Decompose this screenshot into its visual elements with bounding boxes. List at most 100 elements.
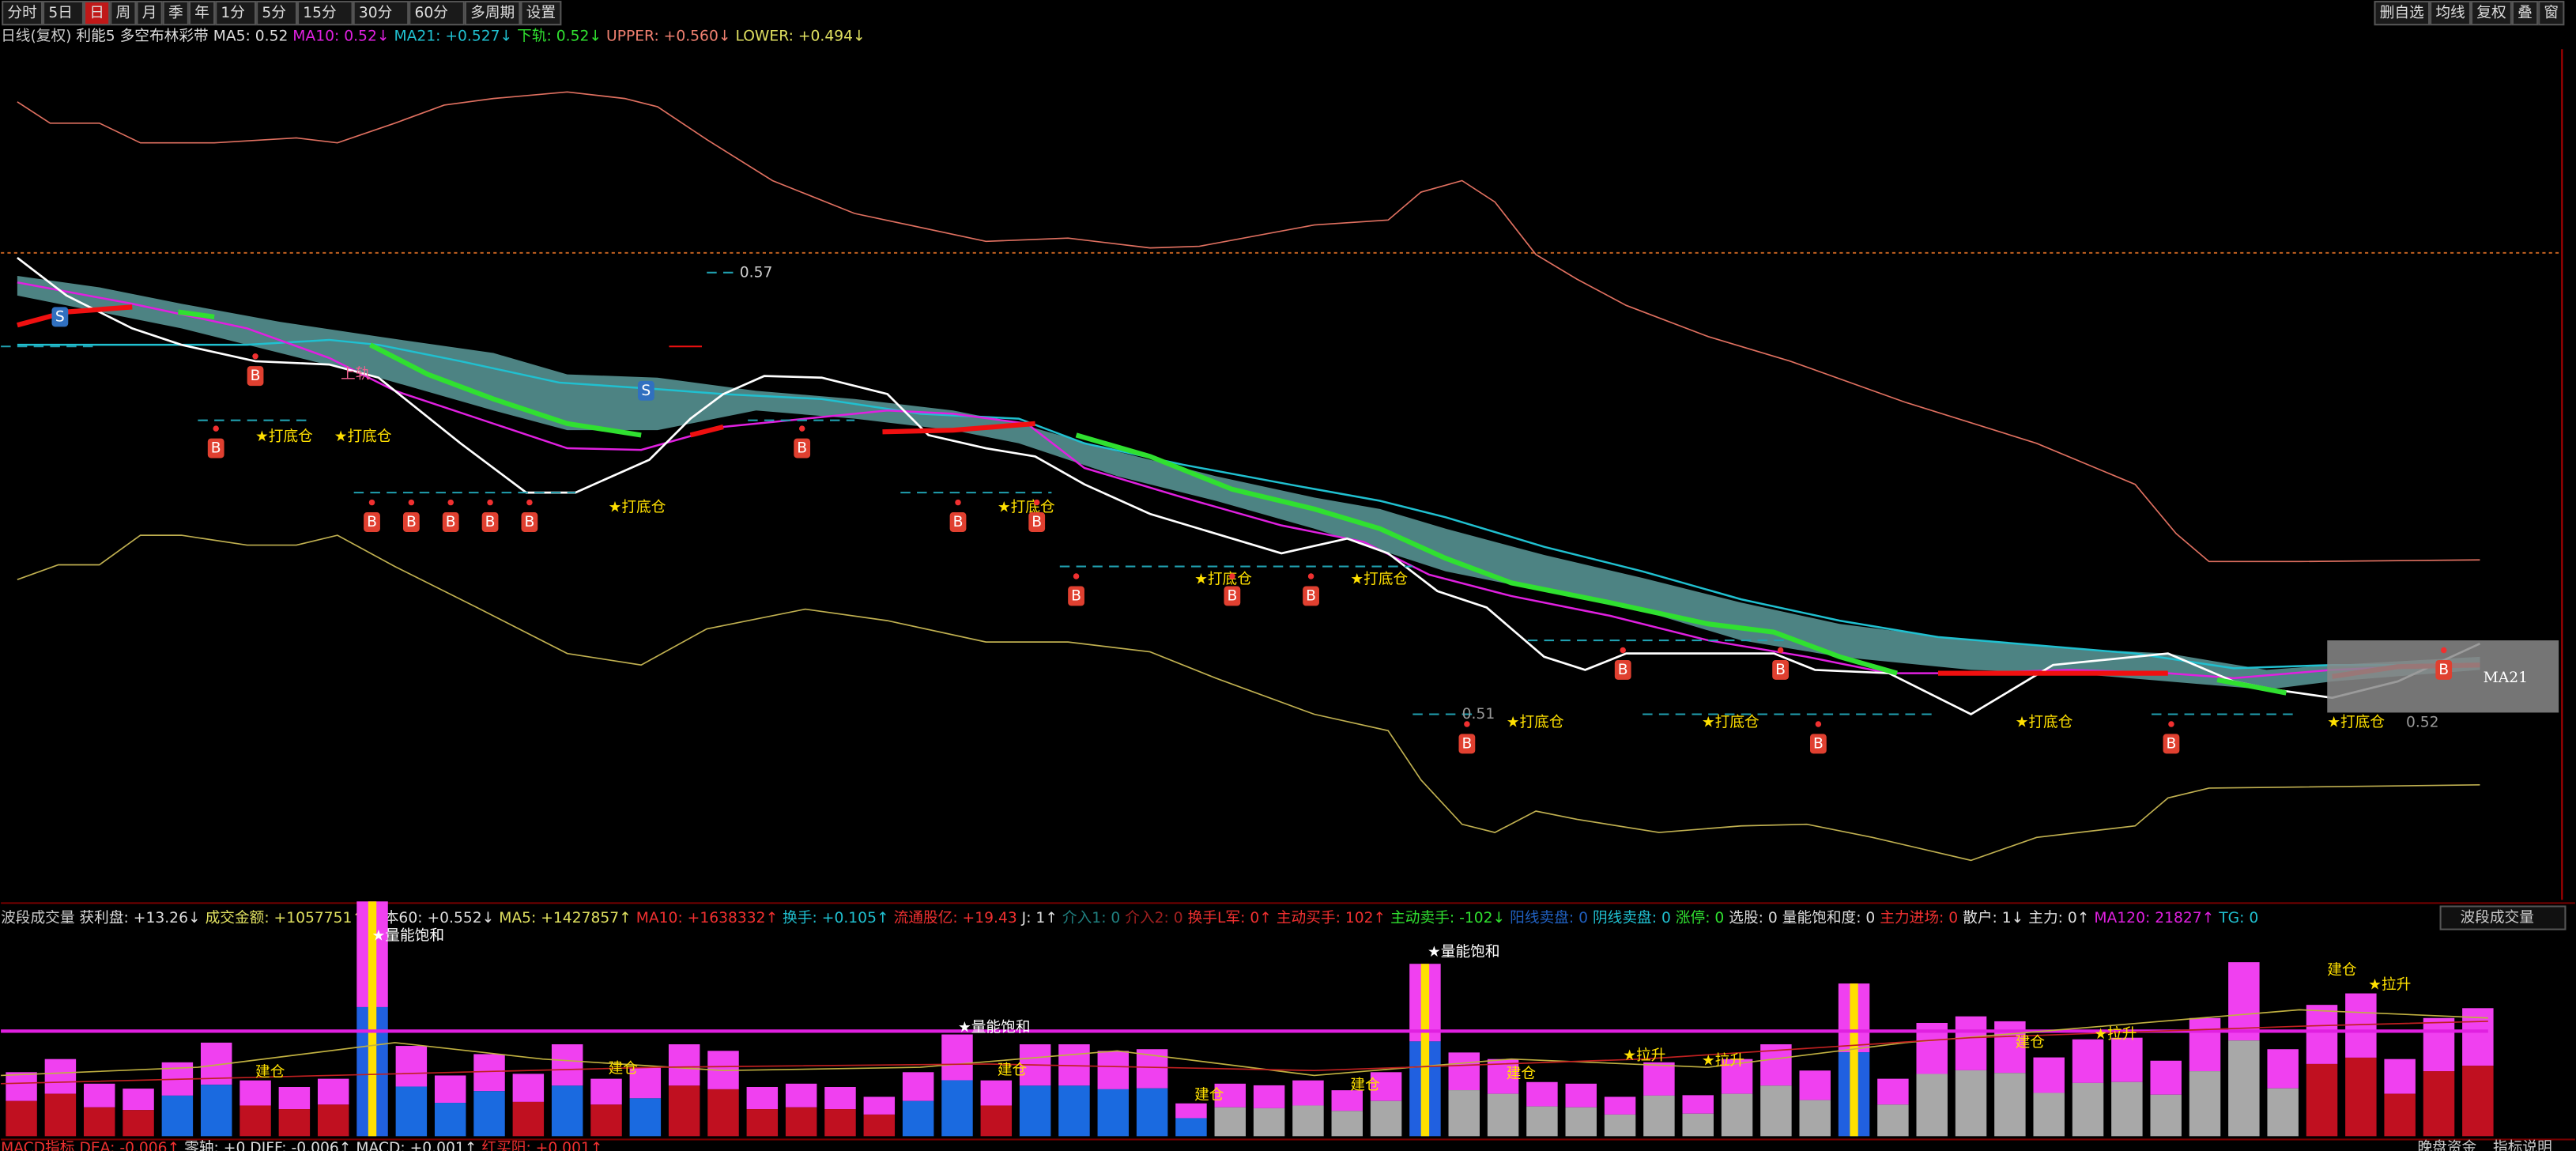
signal-marker-label: B <box>1775 662 1786 678</box>
volume-bar-bottom <box>746 1109 779 1137</box>
signal-dot <box>213 425 219 432</box>
volume-bar-top <box>1877 1078 1909 1105</box>
volume-highlight <box>1850 983 1858 1137</box>
tab[interactable] <box>83 1 111 26</box>
volume-bar-bottom <box>1565 1107 1597 1137</box>
signal-marker <box>1614 659 1631 680</box>
tab-label: 设置 <box>526 5 556 21</box>
volume-bar-bottom <box>1604 1114 1636 1137</box>
volume-label: ★量能饱和 <box>372 927 445 944</box>
tab[interactable] <box>409 1 465 26</box>
signal-marker-label: B <box>1227 587 1237 604</box>
tool-button[interactable] <box>2430 1 2472 26</box>
signal-dot <box>1073 573 1080 579</box>
tool-label: 复权 <box>2476 5 2506 21</box>
volume-value: 主动买手: 102↑ <box>1277 910 1386 926</box>
volume-bar-bottom <box>2345 1057 2377 1137</box>
volume-value: 波段成交量 <box>1 910 74 926</box>
volume-bar-top <box>1448 1052 1480 1091</box>
tab[interactable] <box>110 1 137 26</box>
tab[interactable] <box>520 1 562 26</box>
macd-button[interactable]: 指标说明 <box>2493 1139 2552 1151</box>
volume-bar-bottom <box>512 1101 545 1137</box>
volume-bar-top <box>941 1034 973 1081</box>
signal-marker <box>481 512 499 532</box>
signal-dot <box>487 499 493 506</box>
volume-highlight <box>368 901 377 1137</box>
value: 下轨: 0.52↓ <box>517 28 602 44</box>
volume-value: 换手: +0.105↑ <box>783 910 888 926</box>
signal-marker <box>1458 734 1476 754</box>
tab[interactable] <box>136 1 163 26</box>
volume-bar-bottom <box>317 1104 349 1137</box>
tab[interactable] <box>297 1 353 26</box>
macd-value: DIFF: -0.006↑ <box>250 1139 351 1151</box>
volume-bar-bottom <box>395 1086 428 1137</box>
lower-band <box>17 534 2480 862</box>
band-label: 上轨 <box>341 366 371 383</box>
volume-bar-bottom <box>1175 1118 1207 1137</box>
signal-marker-label: B <box>367 514 377 530</box>
volume-label: ★拉升 <box>2094 1026 2137 1043</box>
signal-dot <box>955 499 961 506</box>
tool-button[interactable] <box>2471 1 2512 26</box>
signal-marker <box>521 512 538 532</box>
signal-label: ★打底仓 <box>2327 714 2385 730</box>
macd-value: 红买阳: +0.001↑ <box>481 1139 602 1151</box>
volume-label: 建仓 <box>2016 1034 2046 1051</box>
volume-bar-top <box>123 1089 154 1111</box>
volume-bar-bottom <box>1877 1104 1909 1137</box>
tab[interactable] <box>353 1 409 26</box>
signal-dot <box>1307 573 1314 579</box>
band <box>17 275 2480 690</box>
macd-button[interactable]: 晚盘资金 <box>2417 1139 2476 1151</box>
volume-bar-bottom <box>707 1089 739 1137</box>
volume-bar-bottom <box>2423 1071 2455 1137</box>
tab[interactable] <box>2 1 43 26</box>
signal-marker <box>402 512 420 532</box>
volume-bar-bottom <box>44 1093 77 1137</box>
tab-label: 5日 <box>48 5 73 21</box>
tab[interactable] <box>162 1 189 26</box>
volume-bar-top <box>551 1043 583 1086</box>
header: 日线(复权) 利能5 多空布林彩带 MA5: 0.52 MA10: 0.52↓ … <box>1 28 866 44</box>
signal-marker <box>1303 586 1319 606</box>
volume-bar-bottom <box>1097 1089 1130 1137</box>
signal-label: ★打底仓 <box>1194 572 1252 588</box>
tab-label: 15分 <box>303 5 336 21</box>
volume-value: 散户: 1↓ <box>1963 910 2023 926</box>
volume-bar-top <box>1604 1096 1636 1115</box>
volume-value: 获利盘: +13.26↓ <box>79 910 200 926</box>
volume-bar-bottom <box>1643 1095 1675 1137</box>
tool-button[interactable] <box>2538 1 2565 26</box>
signal-marker <box>364 512 380 532</box>
indicator-select[interactable] <box>2439 905 2567 930</box>
volume-bar-bottom <box>551 1085 583 1137</box>
volume-bar-bottom <box>2462 1066 2494 1137</box>
signal-marker-label: B <box>1306 587 1316 604</box>
tab[interactable] <box>188 1 216 26</box>
tab[interactable] <box>43 1 84 26</box>
volume-bar-top <box>473 1054 505 1092</box>
signal-dot <box>1229 573 1235 579</box>
price-label: 0.57 <box>740 264 773 281</box>
signal-marker <box>949 512 967 532</box>
tab[interactable] <box>215 1 257 26</box>
signal-label: ★打底仓 <box>1350 572 1408 588</box>
volume-bar-top <box>1799 1070 1831 1100</box>
volume-bar-bottom <box>1760 1085 1792 1137</box>
tool-button[interactable] <box>2374 1 2431 26</box>
signal-dot <box>526 499 533 506</box>
tab[interactable] <box>256 1 298 26</box>
volume-bar-top <box>746 1086 779 1110</box>
signal-marker-label: B <box>406 514 417 530</box>
tool-button[interactable] <box>2511 1 2539 26</box>
volume-bar-top <box>434 1075 466 1104</box>
tab[interactable] <box>464 1 521 26</box>
volume-value: 阴线卖盘: 0 <box>1593 910 1671 926</box>
period: 日线(复权) <box>1 28 71 44</box>
volume-label: 建仓 <box>609 1061 639 1077</box>
signal-dot <box>252 353 258 360</box>
signal-marker <box>442 512 459 532</box>
